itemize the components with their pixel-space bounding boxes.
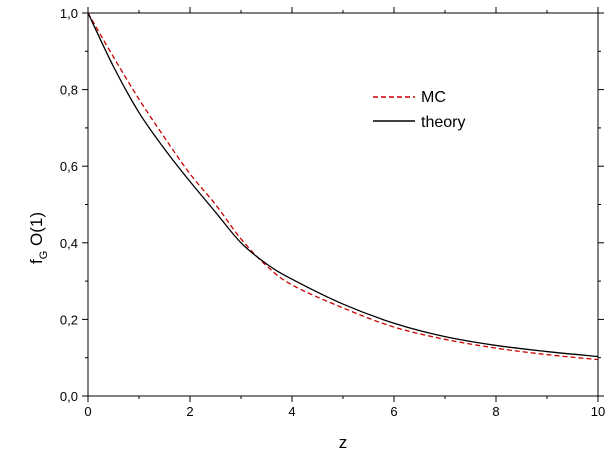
x-tick-label: 6 — [390, 404, 397, 419]
series-line-mc — [87, 12, 599, 361]
y-axis-ticks: 0,0 0,2 0,4 0,6 0,8 1,0 — [60, 6, 604, 404]
y-axis-label-subscript: G — [38, 251, 50, 260]
y-tick-label: 0,8 — [60, 83, 78, 98]
x-tick-label: 0 — [84, 404, 91, 419]
legend-label-theory: theory — [421, 114, 465, 131]
y-tick-label: 0,2 — [60, 312, 78, 327]
legend-label-mc: MC — [421, 89, 446, 106]
series-line-theory — [87, 12, 599, 358]
y-axis-label-base: f — [27, 259, 46, 264]
y-tick-label: 0,0 — [60, 389, 78, 404]
x-axis-label: z — [339, 433, 348, 452]
y-tick-label: 1,0 — [60, 6, 78, 21]
y-tick-label: 0,6 — [60, 159, 78, 174]
legend: MC theory — [373, 89, 465, 131]
plot-frame — [87, 12, 599, 397]
x-tick-label: 2 — [186, 404, 193, 419]
y-tick-label: 0,4 — [60, 236, 78, 251]
x-tick-label: 10 — [591, 404, 605, 419]
y-axis-label-rest: O(1) — [27, 212, 46, 251]
plot-border — [87, 12, 599, 397]
x-tick-label: 4 — [288, 404, 295, 419]
y-axis-label: fG O(1) — [27, 212, 50, 264]
x-axis-ticks: 0 2 4 6 8 10 — [84, 7, 605, 419]
series-layer — [87, 12, 599, 361]
x-tick-label: 8 — [492, 404, 499, 419]
